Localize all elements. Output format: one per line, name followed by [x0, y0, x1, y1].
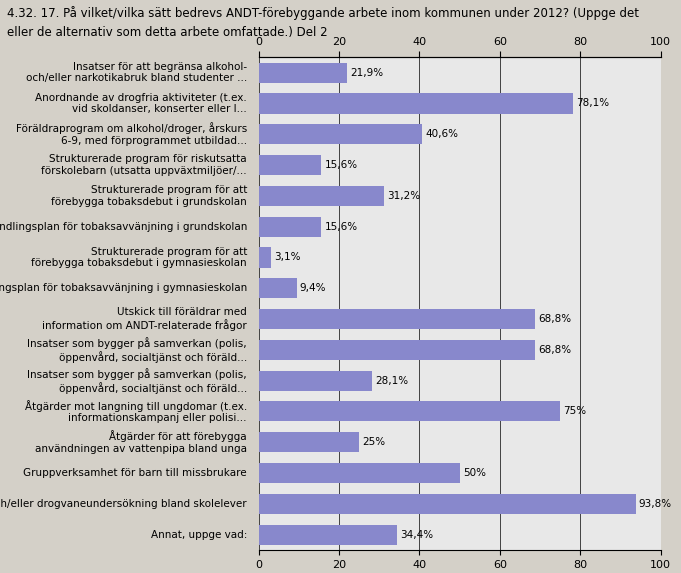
- Bar: [259, 402, 560, 422]
- Text: Insatser som bygger på samverkan (polis,
öppenvård, socialtjänst och föräld...: Insatser som bygger på samverkan (polis,…: [27, 337, 247, 363]
- Text: 15,6%: 15,6%: [325, 160, 358, 170]
- Text: 21,9%: 21,9%: [350, 68, 383, 78]
- Text: Insatser för att begränsa alkohol-
och/eller narkotikabruk bland studenter ...: Insatser för att begränsa alkohol- och/e…: [26, 62, 247, 84]
- Bar: [259, 340, 535, 360]
- Text: 75%: 75%: [563, 406, 586, 417]
- Text: 15,6%: 15,6%: [325, 222, 358, 231]
- Bar: [259, 309, 535, 329]
- Bar: [259, 186, 384, 206]
- Bar: [259, 278, 296, 299]
- Text: 68,8%: 68,8%: [539, 314, 571, 324]
- Text: Annat, uppge vad:: Annat, uppge vad:: [151, 529, 247, 540]
- Bar: [259, 525, 397, 545]
- Text: Gruppverksamhet för barn till missbrukare: Gruppverksamhet för barn till missbrukar…: [23, 468, 247, 478]
- Text: 25%: 25%: [362, 437, 385, 448]
- Bar: [259, 371, 372, 391]
- Text: Utskick till föräldrar med
information om ANDT-relaterade frågor: Utskick till föräldrar med information o…: [42, 307, 247, 331]
- Bar: [259, 463, 460, 483]
- Text: 50%: 50%: [463, 468, 486, 478]
- Text: 3,1%: 3,1%: [274, 253, 301, 262]
- Text: 93,8%: 93,8%: [639, 499, 672, 509]
- Text: 68,8%: 68,8%: [539, 345, 571, 355]
- Text: Åtgärder för att förebygga
användningen av vattenpipa bland unga: Åtgärder för att förebygga användningen …: [35, 430, 247, 454]
- Bar: [259, 155, 321, 175]
- Bar: [259, 217, 321, 237]
- Text: Insatser som bygger på samverkan (polis,
öppenvård, socialtjänst och föräld...: Insatser som bygger på samverkan (polis,…: [27, 368, 247, 394]
- Text: 9,4%: 9,4%: [300, 283, 326, 293]
- Bar: [259, 494, 635, 514]
- Text: Handlingsplan för tobaksavvänjning i grundskolan: Handlingsplan för tobaksavvänjning i gru…: [0, 222, 247, 231]
- Bar: [259, 93, 573, 113]
- Text: Alkohol- och/eller drogvaneundersökning bland skolelever: Alkohol- och/eller drogvaneundersökning …: [0, 499, 247, 509]
- Text: eller de alternativ som detta arbete omfattade.) Del 2: eller de alternativ som detta arbete omf…: [7, 26, 328, 39]
- Text: 31,2%: 31,2%: [387, 191, 420, 201]
- Text: Strukturerade program för riskutsatta
förskolebarn (utsatta uppväxtmiljöer/...: Strukturerade program för riskutsatta fö…: [42, 154, 247, 176]
- Bar: [259, 62, 347, 83]
- Text: Strukturerade program för att
förebygga tobaksdebut i grundskolan: Strukturerade program för att förebygga …: [51, 185, 247, 207]
- Bar: [259, 432, 360, 452]
- Text: 28,1%: 28,1%: [375, 376, 408, 386]
- Text: Föräldraprogram om alkohol/droger, årskurs
6-9, med förprogrammet utbildad...: Föräldraprogram om alkohol/droger, årsku…: [16, 123, 247, 146]
- Text: 4.32. 17. På vilket/vilka sätt bedrevs ANDT-förebyggande arbete inom kommunen un: 4.32. 17. På vilket/vilka sätt bedrevs A…: [7, 6, 639, 19]
- Text: 40,6%: 40,6%: [425, 129, 458, 139]
- Text: 34,4%: 34,4%: [400, 529, 433, 540]
- Text: Åtgärder mot langning till ungdomar (t.ex.
informationskampanj eller polisi...: Åtgärder mot langning till ungdomar (t.e…: [25, 400, 247, 423]
- Text: Anordnande av drogfria aktiviteter (t.ex.
vid skoldanser, konserter eller l...: Anordnande av drogfria aktiviteter (t.ex…: [35, 93, 247, 114]
- Text: 78,1%: 78,1%: [576, 99, 609, 108]
- Bar: [259, 248, 271, 268]
- Bar: [259, 124, 422, 144]
- Text: Handlingsplan för tobaksavvänjning i gymnasieskolan: Handlingsplan för tobaksavvänjning i gym…: [0, 283, 247, 293]
- Text: Strukturerade program för att
förebygga tobaksdebut i gymnasieskolan: Strukturerade program för att förebygga …: [31, 247, 247, 268]
